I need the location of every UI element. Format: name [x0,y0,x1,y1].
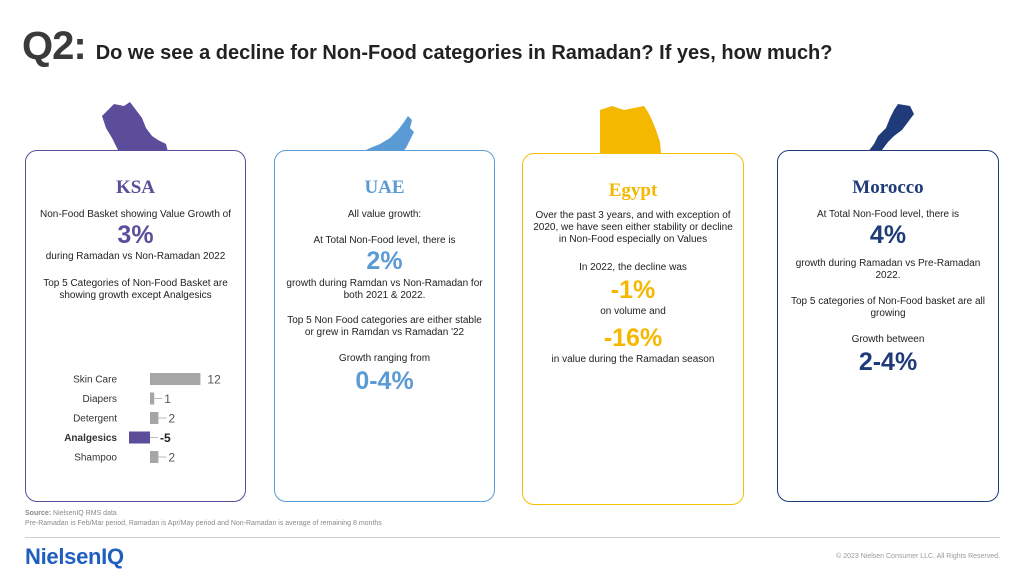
ksa-line1: Non-Food Basket showing Value Growth of [39,209,232,220]
egypt-line1b: 2020, we have seen either stability or d… [533,222,733,233]
footer-divider [25,537,1000,538]
slide-title: Do we see a decline for Non-Food categor… [95,42,833,64]
uae-title: UAE [364,177,405,198]
egypt-map-icon [600,106,662,164]
egypt-line4: in value during the Ramadan season [551,354,715,365]
ksa-bar-value-skin-care: 12 [207,373,221,387]
egypt-title: Egypt [608,180,658,201]
ksa-line2: during Ramadan vs Non-Ramadan 2022 [45,251,226,262]
morocco-line2a: growth during Ramadan vs Pre-Ramadan [795,258,981,269]
ksa-category-bar-chart: Skin Care 12 Diapers 1 Detergent 2 Analgesics -… [64,373,221,465]
morocco-card: Morocco At Total Non-Food level, there i… [777,150,999,502]
ksa-title: KSA [115,177,156,198]
ksa-line3b: showing growth except Analgesics [59,290,212,301]
ksa-bar-diapers [150,392,155,405]
uae-growth-value: 2% [366,247,403,275]
ksa-bar-skin-care [150,373,201,385]
ksa-bar-label-detergent: Detergent [73,414,117,425]
ksa-bar-label-shampoo: Shampoo [74,453,117,464]
uae-line4a: Top 5 Non Food categories are either sta… [287,315,482,326]
morocco-growth-value: 4% [869,221,907,249]
egypt-value-decline: -16% [603,324,663,352]
uae-line1: All value growth: [347,209,422,220]
uae-line5: Growth ranging from [338,353,431,364]
source-label: Source: [25,510,52,517]
uae-line2: At Total Non-Food level, there is [313,235,456,246]
morocco-title: Morocco [852,177,924,198]
morocco-line3b: growing [870,308,906,319]
uae-card: UAE All value growth: At Total Non-Food … [274,150,495,502]
egypt-line1c: in Non-Food especially on Values [558,234,708,245]
ksa-line3a: Top 5 Categories of Non-Food Basket are [43,278,228,289]
uae-line4b: or grew in Ramdan vs Ramadan '22 [304,327,465,338]
ksa-growth-value: 3% [117,221,154,249]
ksa-bar-label-skin-care: Skin Care [73,375,117,386]
ksa-bar-detergent [150,412,159,424]
morocco-range-value: 2-4% [858,348,918,376]
morocco-line2b: 2022. [875,270,901,281]
uae-range-value: 0-4% [355,367,414,395]
uae-line3a: growth during Ramdan vs Non-Ramadan for [286,278,483,289]
ksa-bar-shampoo [150,451,159,463]
ksa-bar-value-detergent: 2 [168,412,175,426]
egypt-line1a: Over the past 3 years, and with exceptio… [535,210,731,221]
question-label: Q2: [22,24,87,68]
slide-header: Q2: Do we see a decline for Non-Food cat… [22,24,833,69]
egypt-line3: on volume and [600,306,666,317]
source-text: NielsenIQ RMS data [51,510,117,517]
egypt-card: Egypt Over the past 3 years, and with ex… [522,153,744,505]
ksa-bar-analgesics [129,431,150,444]
nielseniq-logo: NielsenIQ [25,544,124,569]
morocco-line3a: Top 5 categories of Non-Food basket are … [791,296,985,307]
ksa-bar-label-analgesics: Analgesics [64,433,117,444]
uae-line3b: both 2021 & 2022. [343,290,426,301]
copyright-text: © 2023 Nielsen Consumer LLC. All Rights … [836,553,1000,560]
ksa-bar-value-diapers: 1 [164,392,171,406]
ksa-bar-value-shampoo: 2 [168,451,175,465]
ksa-bar-label-diapers: Diapers [83,394,117,405]
uae-map-icon [362,116,414,160]
ksa-bar-value-analgesics: -5 [160,431,171,445]
source-note: Source: NielsenIQ RMS data Pre-Ramadan i… [25,509,382,529]
period-note: Pre-Ramadan is Feb/Mar period, Ramadan i… [25,520,382,527]
ksa-card: KSA Non-Food Basket showing Value Growth… [25,150,246,502]
morocco-line4: Growth between [851,334,925,345]
egypt-volume-value: -1% [610,276,656,304]
egypt-line2: In 2022, the decline was [579,262,687,273]
morocco-line1: At Total Non-Food level, there is [816,209,960,220]
